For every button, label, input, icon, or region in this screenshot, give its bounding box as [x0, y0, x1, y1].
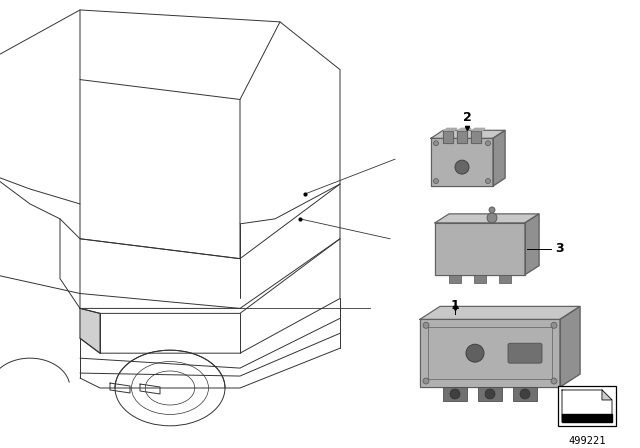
- Ellipse shape: [466, 344, 484, 362]
- Circle shape: [433, 141, 438, 146]
- Bar: [474, 275, 486, 283]
- Bar: [513, 387, 537, 401]
- Polygon shape: [471, 131, 481, 143]
- Bar: [449, 275, 461, 283]
- Circle shape: [489, 207, 495, 213]
- Polygon shape: [431, 138, 493, 186]
- Bar: [558, 386, 616, 426]
- Polygon shape: [457, 131, 467, 143]
- Text: 3: 3: [555, 242, 564, 255]
- Polygon shape: [435, 214, 539, 223]
- Circle shape: [423, 323, 429, 328]
- Polygon shape: [431, 130, 505, 138]
- Polygon shape: [493, 130, 505, 186]
- Circle shape: [551, 323, 557, 328]
- Polygon shape: [420, 306, 580, 319]
- Polygon shape: [562, 390, 612, 422]
- Polygon shape: [457, 128, 471, 131]
- Circle shape: [486, 179, 490, 184]
- Polygon shape: [443, 131, 453, 143]
- Polygon shape: [471, 128, 485, 131]
- Bar: [499, 275, 511, 283]
- Polygon shape: [525, 214, 539, 275]
- Ellipse shape: [455, 160, 469, 174]
- Polygon shape: [443, 128, 457, 131]
- Circle shape: [433, 179, 438, 184]
- Text: 1: 1: [451, 299, 460, 312]
- Circle shape: [486, 141, 490, 146]
- Text: 499221: 499221: [568, 436, 605, 446]
- Polygon shape: [562, 414, 612, 422]
- Text: 2: 2: [463, 112, 472, 125]
- Circle shape: [487, 213, 497, 223]
- Polygon shape: [420, 319, 560, 387]
- Circle shape: [450, 389, 460, 399]
- Bar: [443, 387, 467, 401]
- Polygon shape: [80, 308, 100, 353]
- Polygon shape: [560, 306, 580, 387]
- Circle shape: [551, 378, 557, 384]
- Polygon shape: [435, 223, 525, 275]
- Circle shape: [485, 389, 495, 399]
- FancyBboxPatch shape: [508, 343, 542, 363]
- Polygon shape: [602, 390, 612, 400]
- Bar: [478, 387, 502, 401]
- Circle shape: [520, 389, 530, 399]
- Circle shape: [423, 378, 429, 384]
